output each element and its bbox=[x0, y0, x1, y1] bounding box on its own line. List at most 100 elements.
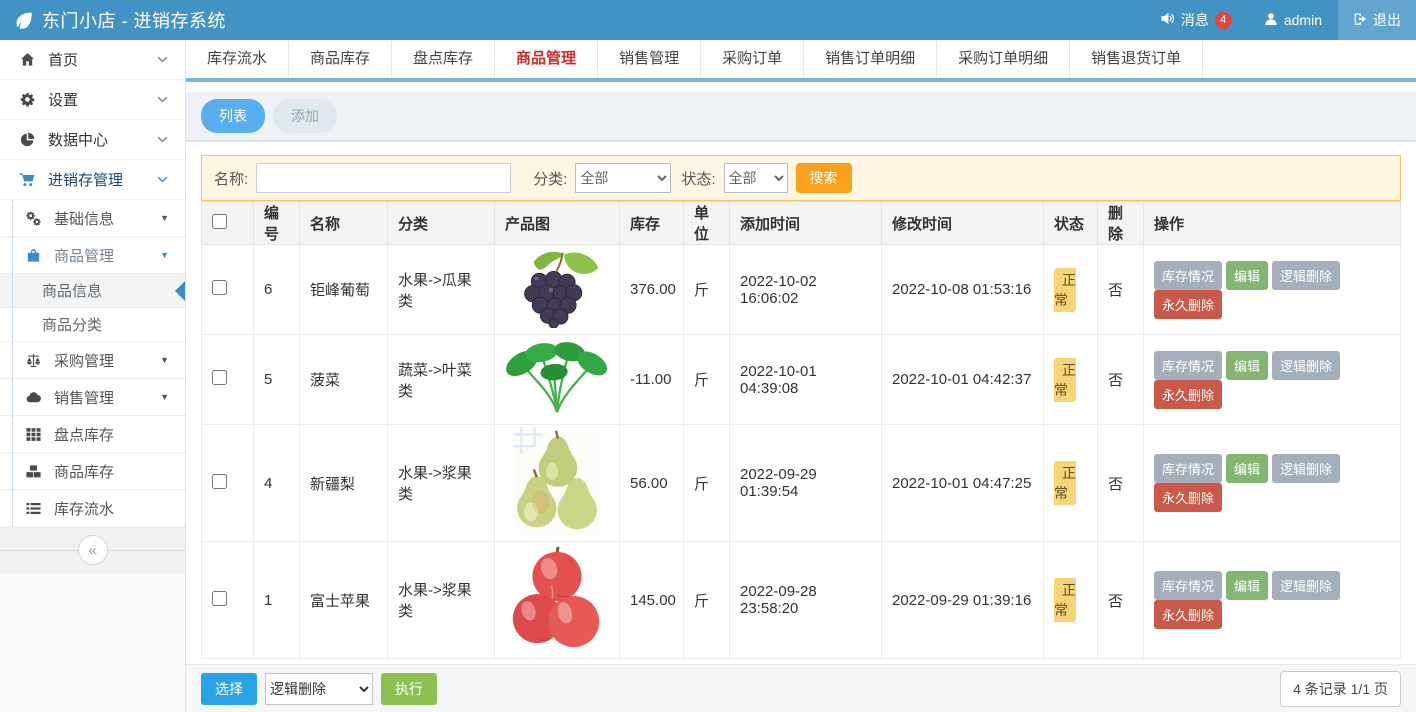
cell-status: 正常 bbox=[1043, 541, 1098, 659]
tab-6[interactable]: 销售订单明细 bbox=[804, 40, 938, 78]
column-header: 分类 bbox=[387, 201, 495, 245]
sidebar-item-9[interactable]: 销售管理 ▼ bbox=[0, 379, 185, 416]
status-badge: 正常 bbox=[1054, 461, 1076, 505]
cell-id: 6 bbox=[253, 244, 300, 335]
select-all-button[interactable]: 选择 bbox=[201, 672, 257, 705]
cell-id: 5 bbox=[253, 334, 300, 425]
column-header: 名称 bbox=[299, 201, 388, 245]
tab-0[interactable]: 库存流水 bbox=[186, 40, 290, 78]
column-header: 状态 bbox=[1043, 201, 1098, 245]
top-header: 东门小店 - 进销存系统 消息 4 admin 退出 bbox=[0, 0, 1416, 40]
caret-down-icon: ▼ bbox=[160, 355, 169, 365]
checkbox-cell bbox=[201, 334, 254, 425]
stock-status-button[interactable]: 库存情况 bbox=[1154, 260, 1223, 290]
sidebar-item-4[interactable]: 基础信息 ▼ bbox=[0, 200, 185, 237]
sign-out-icon bbox=[1353, 12, 1367, 29]
cell-unit: 斤 bbox=[683, 334, 730, 425]
sidebar-item-8[interactable]: 采购管理 ▼ bbox=[0, 342, 185, 379]
logic-delete-button[interactable]: 逻辑删除 bbox=[1272, 350, 1341, 380]
cell-operations: 库存情况 编辑 逻辑删除永久删除 bbox=[1143, 334, 1401, 425]
row-checkbox[interactable] bbox=[212, 590, 227, 606]
category-select[interactable]: 全部 bbox=[575, 163, 672, 193]
row-checkbox[interactable] bbox=[212, 370, 227, 385]
app-title: 东门小店 - 进销存系统 bbox=[42, 11, 226, 31]
stock-status-button[interactable]: 库存情况 bbox=[1154, 350, 1223, 380]
caret-down-icon: ▼ bbox=[160, 250, 169, 260]
execute-button[interactable]: 执行 bbox=[381, 672, 437, 705]
cell-name: 菠菜 bbox=[299, 334, 388, 425]
sidebar-item-label: 基础信息 bbox=[54, 210, 115, 228]
permanent-delete-button[interactable]: 永久删除 bbox=[1154, 289, 1223, 319]
cell-unit: 斤 bbox=[683, 424, 730, 542]
sidebar-item-label: 库存流水 bbox=[54, 500, 115, 518]
cell-stock: -11.00 bbox=[619, 334, 684, 425]
sidebar-item-label: 盘点库存 bbox=[54, 426, 115, 444]
stock-status-button[interactable]: 库存情况 bbox=[1154, 454, 1223, 483]
row-checkbox[interactable] bbox=[212, 280, 227, 295]
tab-1[interactable]: 商品库存 bbox=[289, 40, 393, 78]
sidebar-item-0[interactable]: 首页 bbox=[0, 40, 185, 80]
pagination-info: 4 条记录 1/1 页 bbox=[1280, 670, 1401, 707]
edit-button[interactable]: 编辑 bbox=[1226, 571, 1269, 600]
permanent-delete-button[interactable]: 永久删除 bbox=[1154, 379, 1223, 409]
username: admin bbox=[1283, 12, 1322, 28]
sidebar-item-12[interactable]: 库存流水 bbox=[0, 490, 185, 527]
cell-modified-time: 2022-09-29 01:39:16 bbox=[881, 541, 1044, 659]
tab-2[interactable]: 盘点库存 bbox=[392, 40, 496, 78]
edit-button[interactable]: 编辑 bbox=[1226, 260, 1269, 290]
column-header: 产品图 bbox=[494, 201, 620, 245]
edit-button[interactable]: 编辑 bbox=[1226, 350, 1269, 380]
select-all-checkbox[interactable] bbox=[212, 213, 227, 229]
name-search-input[interactable] bbox=[256, 163, 512, 193]
sidebar-item-11[interactable]: 商品库存 bbox=[0, 453, 185, 490]
stock-status-button[interactable]: 库存情况 bbox=[1154, 571, 1223, 600]
sidebar: 首页 设置 数据中心 进销存管理 基础信息 ▼ 商品管理 ▼ 商品信息 商品分类 采购管理 ▼ 销售管理… bbox=[0, 40, 186, 712]
sidebar-item-label: 销售管理 bbox=[54, 389, 115, 407]
logout-button[interactable]: 退出 bbox=[1338, 0, 1416, 40]
cell-stock: 376.00 bbox=[619, 244, 684, 335]
logic-delete-button[interactable]: 逻辑删除 bbox=[1272, 571, 1341, 600]
tab-7[interactable]: 采购订单明细 bbox=[937, 40, 1071, 78]
balance-icon bbox=[24, 353, 42, 368]
sidebar-item-6[interactable]: 商品信息 bbox=[0, 274, 185, 308]
list-view-button[interactable]: 列表 bbox=[201, 99, 265, 133]
permanent-delete-button[interactable]: 永久删除 bbox=[1154, 483, 1223, 512]
cell-category: 水果->浆果类 bbox=[387, 424, 495, 542]
cell-modified-time: 2022-10-01 04:47:25 bbox=[881, 424, 1044, 542]
tab-3[interactable]: 商品管理 bbox=[495, 40, 599, 78]
add-button[interactable]: 添加 bbox=[273, 99, 337, 133]
sidebar-item-2[interactable]: 数据中心 bbox=[0, 120, 185, 160]
search-button[interactable]: 搜索 bbox=[795, 163, 852, 193]
sidebar-item-10[interactable]: 盘点库存 bbox=[0, 416, 185, 453]
row-checkbox[interactable] bbox=[212, 473, 227, 489]
column-header: 操作 bbox=[1143, 201, 1401, 245]
tab-5[interactable]: 采购订单 bbox=[701, 40, 805, 78]
messages-menu[interactable]: 消息 4 bbox=[1144, 10, 1248, 30]
sidebar-item-7[interactable]: 商品分类 bbox=[0, 308, 185, 342]
status-badge: 正常 bbox=[1054, 267, 1076, 312]
chevron-down-icon bbox=[156, 133, 169, 146]
table-row: 1 富士苹果 水果->浆果类 145.00 斤 2022-09-28 23:58:20 20… bbox=[201, 541, 1401, 659]
status-select[interactable]: 全部 bbox=[723, 163, 788, 193]
collapse-sidebar-button[interactable]: « bbox=[77, 535, 108, 565]
logic-delete-button[interactable]: 逻辑删除 bbox=[1272, 260, 1341, 290]
logic-delete-button[interactable]: 逻辑删除 bbox=[1272, 454, 1341, 483]
column-header: 编号 bbox=[253, 201, 300, 245]
sidebar-item-3[interactable]: 进销存管理 bbox=[0, 160, 185, 200]
sidebar-item-1[interactable]: 设置 bbox=[0, 80, 185, 120]
user-menu[interactable]: admin bbox=[1248, 12, 1338, 29]
permanent-delete-button[interactable]: 永久删除 bbox=[1154, 600, 1223, 629]
checkbox-cell bbox=[201, 244, 254, 335]
cogs-icon bbox=[24, 211, 42, 226]
cell-deleted: 否 bbox=[1097, 541, 1144, 659]
pears-photo bbox=[513, 427, 601, 539]
bulk-action-select[interactable]: 逻辑删除 bbox=[265, 672, 373, 705]
cell-added-time: 2022-10-02 16:06:02 bbox=[729, 244, 882, 335]
checkbox-cell bbox=[201, 541, 254, 659]
sidebar-item-label: 商品管理 bbox=[54, 247, 115, 265]
tab-4[interactable]: 销售管理 bbox=[598, 40, 702, 78]
status-badge: 正常 bbox=[1054, 578, 1076, 622]
tab-8[interactable]: 销售退货订单 bbox=[1070, 40, 1204, 78]
edit-button[interactable]: 编辑 bbox=[1226, 454, 1269, 483]
sidebar-item-5[interactable]: 商品管理 ▼ bbox=[0, 237, 185, 274]
